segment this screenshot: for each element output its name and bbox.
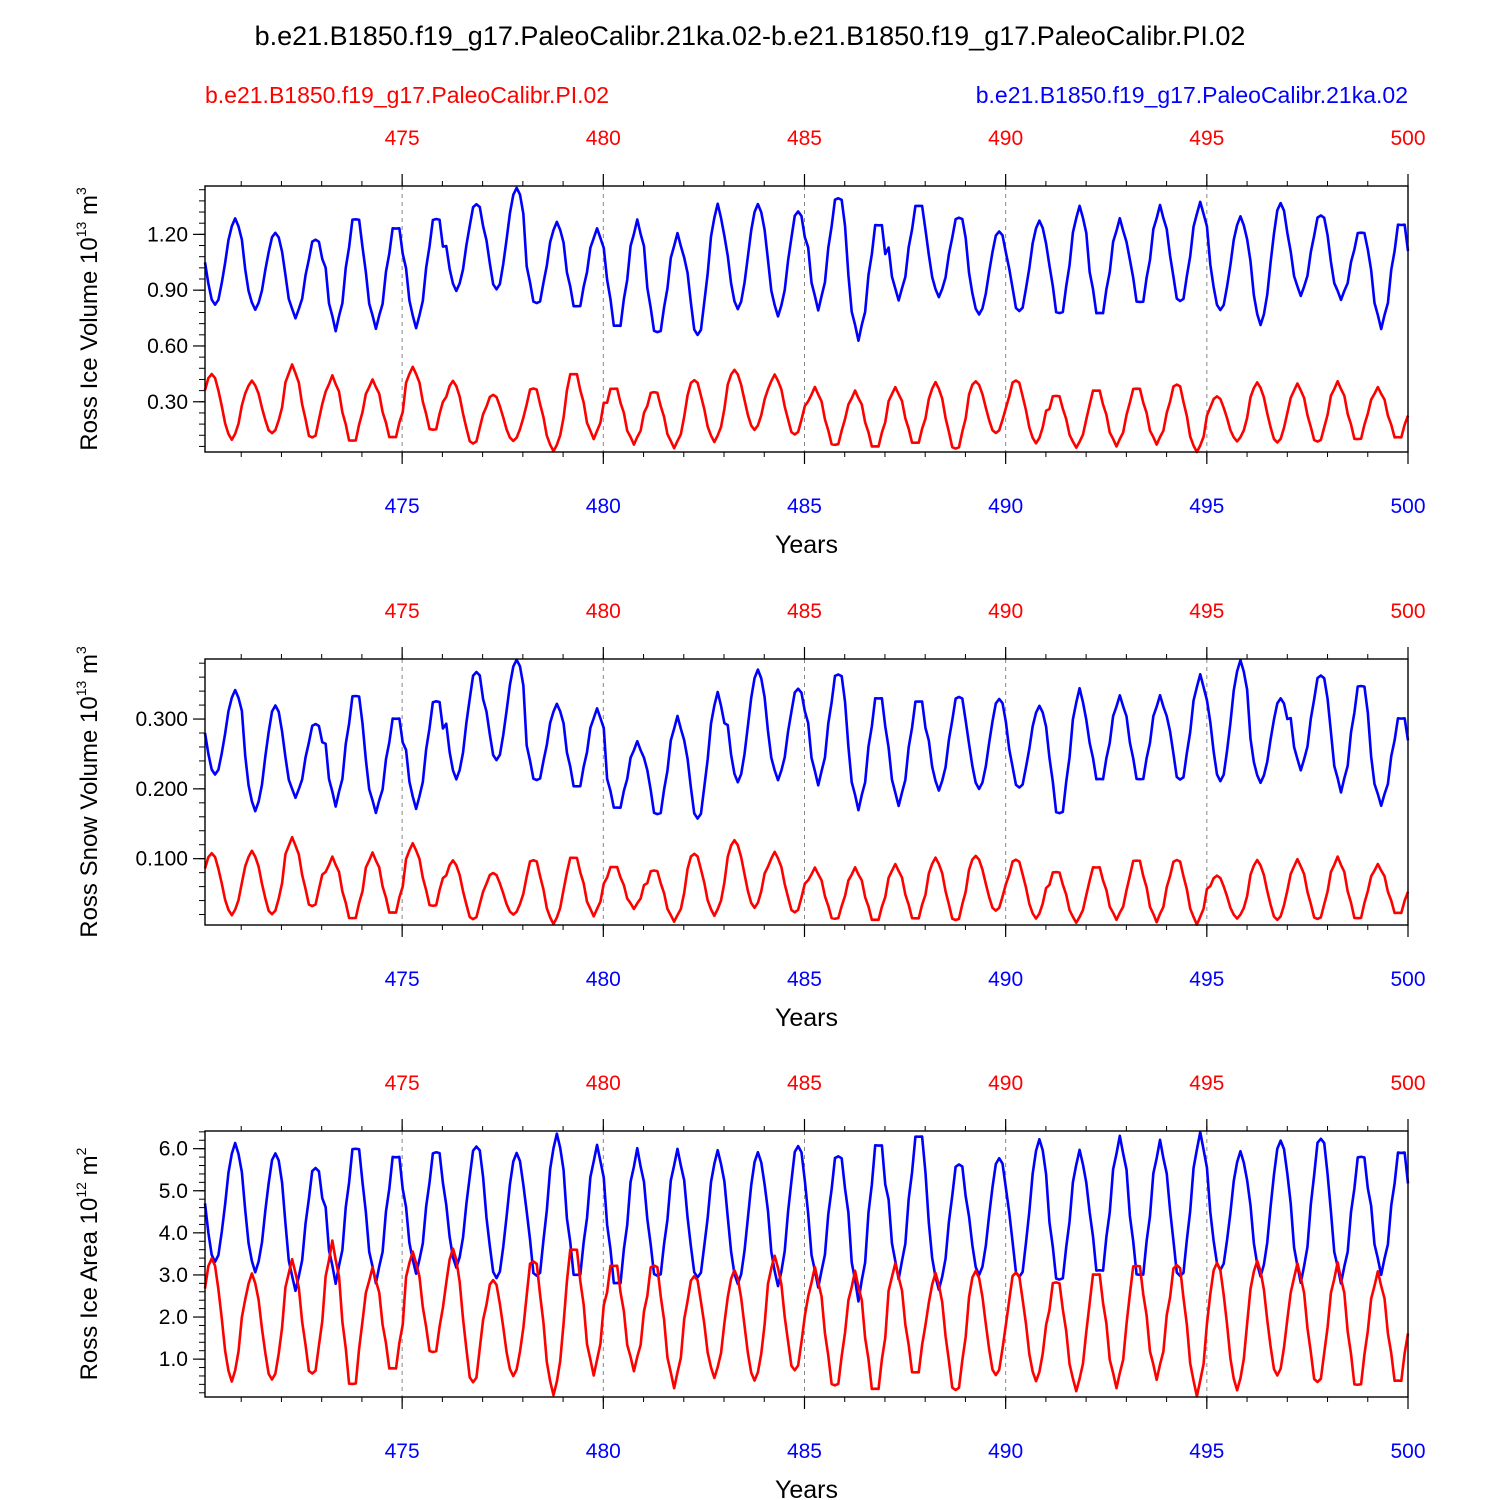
x-tick-label-top: 475 [385, 600, 420, 623]
x-tick-label-bottom: 485 [787, 495, 822, 518]
y-axis-label-unit-exponent: 3 [73, 646, 89, 654]
y-axis-label-unit: m [76, 654, 103, 681]
y-tick-label: 0.200 [135, 778, 188, 801]
panel-2: 475 475 480 480 485 485 490 490 495 495 500 500 0.10… [73, 600, 1426, 1032]
x-tick-label-top: 495 [1189, 1072, 1224, 1095]
x-tick-label-top: 480 [586, 127, 621, 150]
y-tick-label: 0.100 [135, 848, 188, 871]
x-axis-label: Years [775, 531, 838, 559]
panels-container: 475 475 480 480 485 485 490 490 495 495 500 500 0.30… [73, 127, 1426, 1500]
series-line-blue [203, 1130, 1410, 1303]
y-tick-label: 0.90 [147, 279, 188, 302]
x-tick-label-top: 500 [1390, 1072, 1425, 1095]
y-axis-label: Ross Ice Volume 1013 m3 [73, 187, 103, 451]
legend-red-label: b.e21.B1850.f19_g17.PaleoCalibr.PI.02 [205, 82, 609, 108]
x-tick-label-top: 475 [385, 1072, 420, 1095]
panel-3: 475 475 480 480 485 485 490 490 495 495 500 500 1.0 2… [73, 1072, 1426, 1500]
y-tick-label: 4.0 [159, 1222, 188, 1245]
y-tick-label: 0.30 [147, 391, 188, 414]
x-tick-label-bottom: 495 [1189, 1440, 1224, 1463]
y-tick-label: 5.0 [159, 1180, 188, 1203]
y-tick-label: 1.20 [147, 223, 188, 246]
panel-1: 475 475 480 480 485 485 490 490 495 495 500 500 0.30… [73, 127, 1426, 559]
x-tick-label-bottom: 500 [1390, 968, 1425, 991]
y-tick-label: 6.0 [159, 1138, 188, 1161]
y-tick-label: 3.0 [159, 1264, 188, 1287]
x-tick-label-bottom: 490 [988, 1440, 1023, 1463]
x-tick-label-top: 485 [787, 127, 822, 150]
x-tick-label-top: 485 [787, 600, 822, 623]
series-line-blue [203, 658, 1410, 820]
x-tick-label-top: 490 [988, 600, 1023, 623]
x-tick-label-bottom: 485 [787, 968, 822, 991]
y-axis-label-main: Ross Ice Volume 10 [76, 237, 103, 450]
x-tick-label-top: 485 [787, 1072, 822, 1095]
figure-title: b.e21.B1850.f19_g17.PaleoCalibr.21ka.02-… [255, 21, 1246, 51]
y-tick-label: 2.0 [159, 1306, 188, 1329]
plot-frame [204, 185, 1409, 453]
y-axis-label-unit: m [76, 1155, 103, 1182]
y-axis-label-main: Ross Ice Area 10 [76, 1198, 103, 1381]
plot-frame [204, 1130, 1409, 1398]
x-tick-label-bottom: 500 [1390, 1440, 1425, 1463]
x-tick-label-bottom: 490 [988, 495, 1023, 518]
series-line-red [203, 1239, 1410, 1398]
y-tick-label: 0.60 [147, 335, 188, 358]
x-tick-label-bottom: 495 [1189, 968, 1224, 991]
x-tick-label-bottom: 475 [385, 1440, 420, 1463]
y-axis-label-exponent: 12 [73, 1182, 89, 1198]
y-axis-label-unit-exponent: 3 [73, 187, 89, 195]
x-tick-label-top: 480 [586, 600, 621, 623]
x-tick-label-bottom: 480 [586, 495, 621, 518]
x-tick-label-bottom: 480 [586, 1440, 621, 1463]
series-line-blue [203, 186, 1410, 343]
x-tick-label-bottom: 475 [385, 495, 420, 518]
x-tick-label-bottom: 495 [1189, 495, 1224, 518]
y-tick-label: 1.0 [159, 1348, 188, 1371]
y-tick-label: 0.300 [135, 708, 188, 731]
x-tick-label-top: 490 [988, 1072, 1023, 1095]
x-tick-label-top: 500 [1390, 600, 1425, 623]
y-axis-label-unit: m [76, 195, 103, 222]
series-line-red [203, 363, 1410, 454]
x-axis-label: Years [775, 1004, 838, 1032]
series-line-red [203, 835, 1410, 926]
plot-frame [204, 658, 1409, 926]
x-tick-label-top: 500 [1390, 127, 1425, 150]
x-tick-label-top: 480 [586, 1072, 621, 1095]
x-tick-label-bottom: 475 [385, 968, 420, 991]
legend-blue-label: b.e21.B1850.f19_g17.PaleoCalibr.21ka.02 [976, 82, 1408, 108]
x-axis-label: Years [775, 1476, 838, 1500]
y-axis-label-unit-exponent: 2 [73, 1147, 89, 1155]
y-axis-label-exponent: 13 [73, 222, 89, 238]
x-tick-label-top: 495 [1189, 600, 1224, 623]
x-tick-label-bottom: 500 [1390, 495, 1425, 518]
x-tick-label-bottom: 480 [586, 968, 621, 991]
x-tick-label-top: 495 [1189, 127, 1224, 150]
x-tick-label-top: 475 [385, 127, 420, 150]
x-tick-label-bottom: 490 [988, 968, 1023, 991]
x-tick-label-top: 490 [988, 127, 1023, 150]
y-axis-label: Ross Snow Volume 1013 m3 [73, 646, 103, 938]
y-axis-label-main: Ross Snow Volume 10 [76, 696, 103, 937]
y-axis-label-exponent: 13 [73, 681, 89, 697]
x-tick-label-bottom: 485 [787, 1440, 822, 1463]
y-axis-label: Ross Ice Area 1012 m2 [73, 1147, 103, 1380]
